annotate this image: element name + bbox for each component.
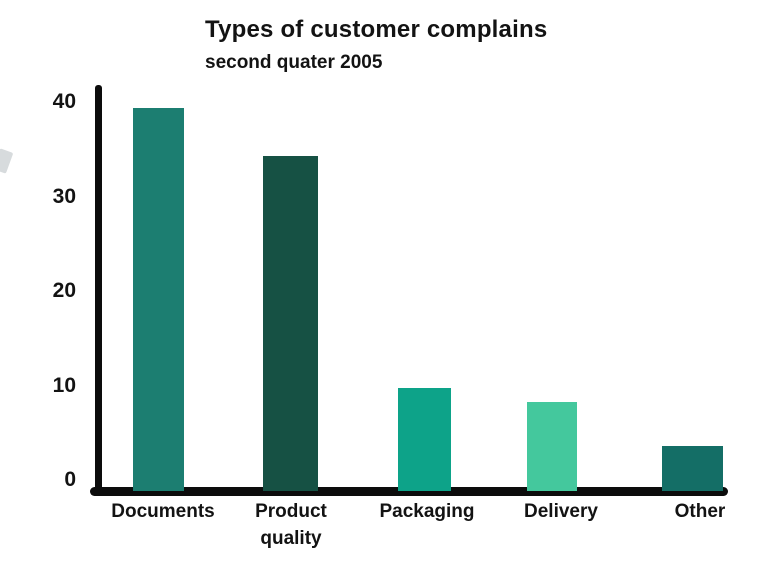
- bar-other: [662, 446, 723, 491]
- chart-subtitle: second quater 2005: [205, 52, 383, 73]
- bar-product-quality: [263, 156, 318, 491]
- x-axis-label-delivery: Delivery: [524, 501, 598, 522]
- x-axis-label-product-quality: Product quality: [255, 501, 327, 549]
- y-axis-tick-label: 20: [52, 279, 76, 302]
- x-axis-label-other: Other: [674, 501, 726, 522]
- x-axis-label-documents: Documents: [111, 501, 215, 522]
- y-axis-tick-label: 0: [64, 468, 76, 491]
- bar-documents: [133, 108, 184, 491]
- y-axis-tick-label: 30: [52, 184, 76, 208]
- y-axis-line: [95, 85, 102, 495]
- bar-packaging: [398, 388, 451, 491]
- y-axis-tick-label: 40: [52, 90, 76, 113]
- scan-artifact: [0, 148, 14, 174]
- x-axis-line: [90, 487, 728, 496]
- chart-title: Types of customer complains: [205, 16, 548, 43]
- bar-delivery: [527, 402, 577, 491]
- y-axis-tick-label: 10: [52, 373, 76, 397]
- x-axis-label-packaging: Packaging: [379, 501, 475, 522]
